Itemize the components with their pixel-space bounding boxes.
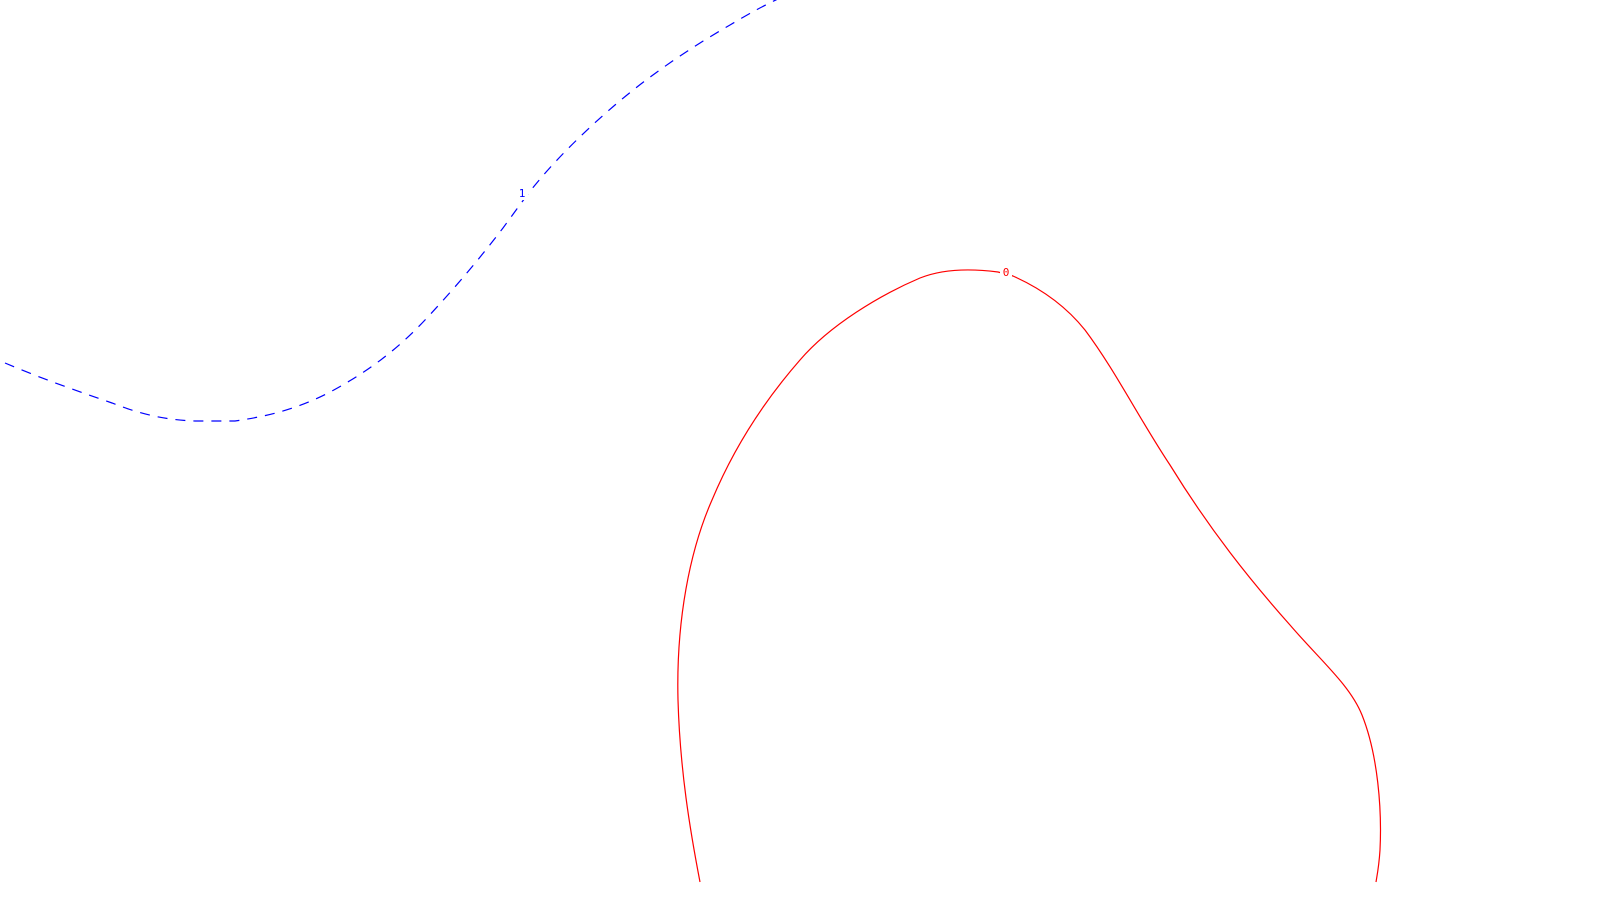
- contour-line-level-0: [677, 269, 1382, 883]
- contour-label-bg-1: [516, 186, 528, 200]
- contour-label-level-0: 0: [1003, 266, 1010, 279]
- contour-label-bg-0: [1000, 266, 1012, 280]
- contour-label-level-1: 1: [519, 187, 526, 200]
- contour-line-level-1: [4, 0, 778, 422]
